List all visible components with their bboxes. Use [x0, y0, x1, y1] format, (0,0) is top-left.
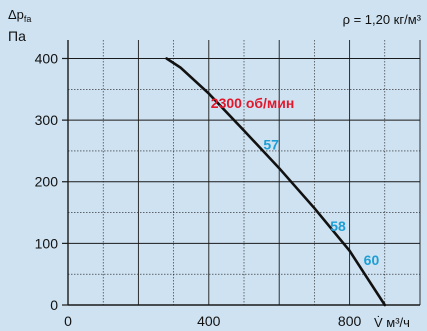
y-tick-label: 300	[35, 112, 59, 128]
efficiency-label: 58	[330, 218, 346, 234]
y-tick-label: 200	[35, 174, 59, 190]
fan-curve	[165, 57, 387, 307]
efficiency-label: 57	[263, 137, 279, 153]
x-tick-label: 400	[197, 313, 221, 329]
tick-labels: 0 100 200 300 400 0 400 800	[35, 50, 362, 329]
efficiency-label: 60	[364, 252, 380, 268]
grid	[62, 40, 421, 306]
y-axis-unit: Па	[8, 28, 26, 44]
y-tick-label: 100	[35, 235, 59, 251]
y-axis-subscript: fa	[24, 14, 32, 24]
curve-labels: 2300 об/мин 57 58 60	[211, 95, 380, 268]
y-tick-label: 400	[35, 50, 59, 66]
x-tick-label: 800	[338, 313, 362, 329]
density-label: ρ = 1,20 кг/м³	[343, 12, 422, 27]
y-axis-symbol: Δpfa	[8, 7, 31, 24]
x-axis-label: V̇ м³/ч	[374, 315, 410, 330]
y-tick-label: 0	[50, 297, 58, 313]
speed-label: 2300 об/мин	[211, 95, 295, 111]
x-tick-label: 0	[64, 313, 72, 329]
